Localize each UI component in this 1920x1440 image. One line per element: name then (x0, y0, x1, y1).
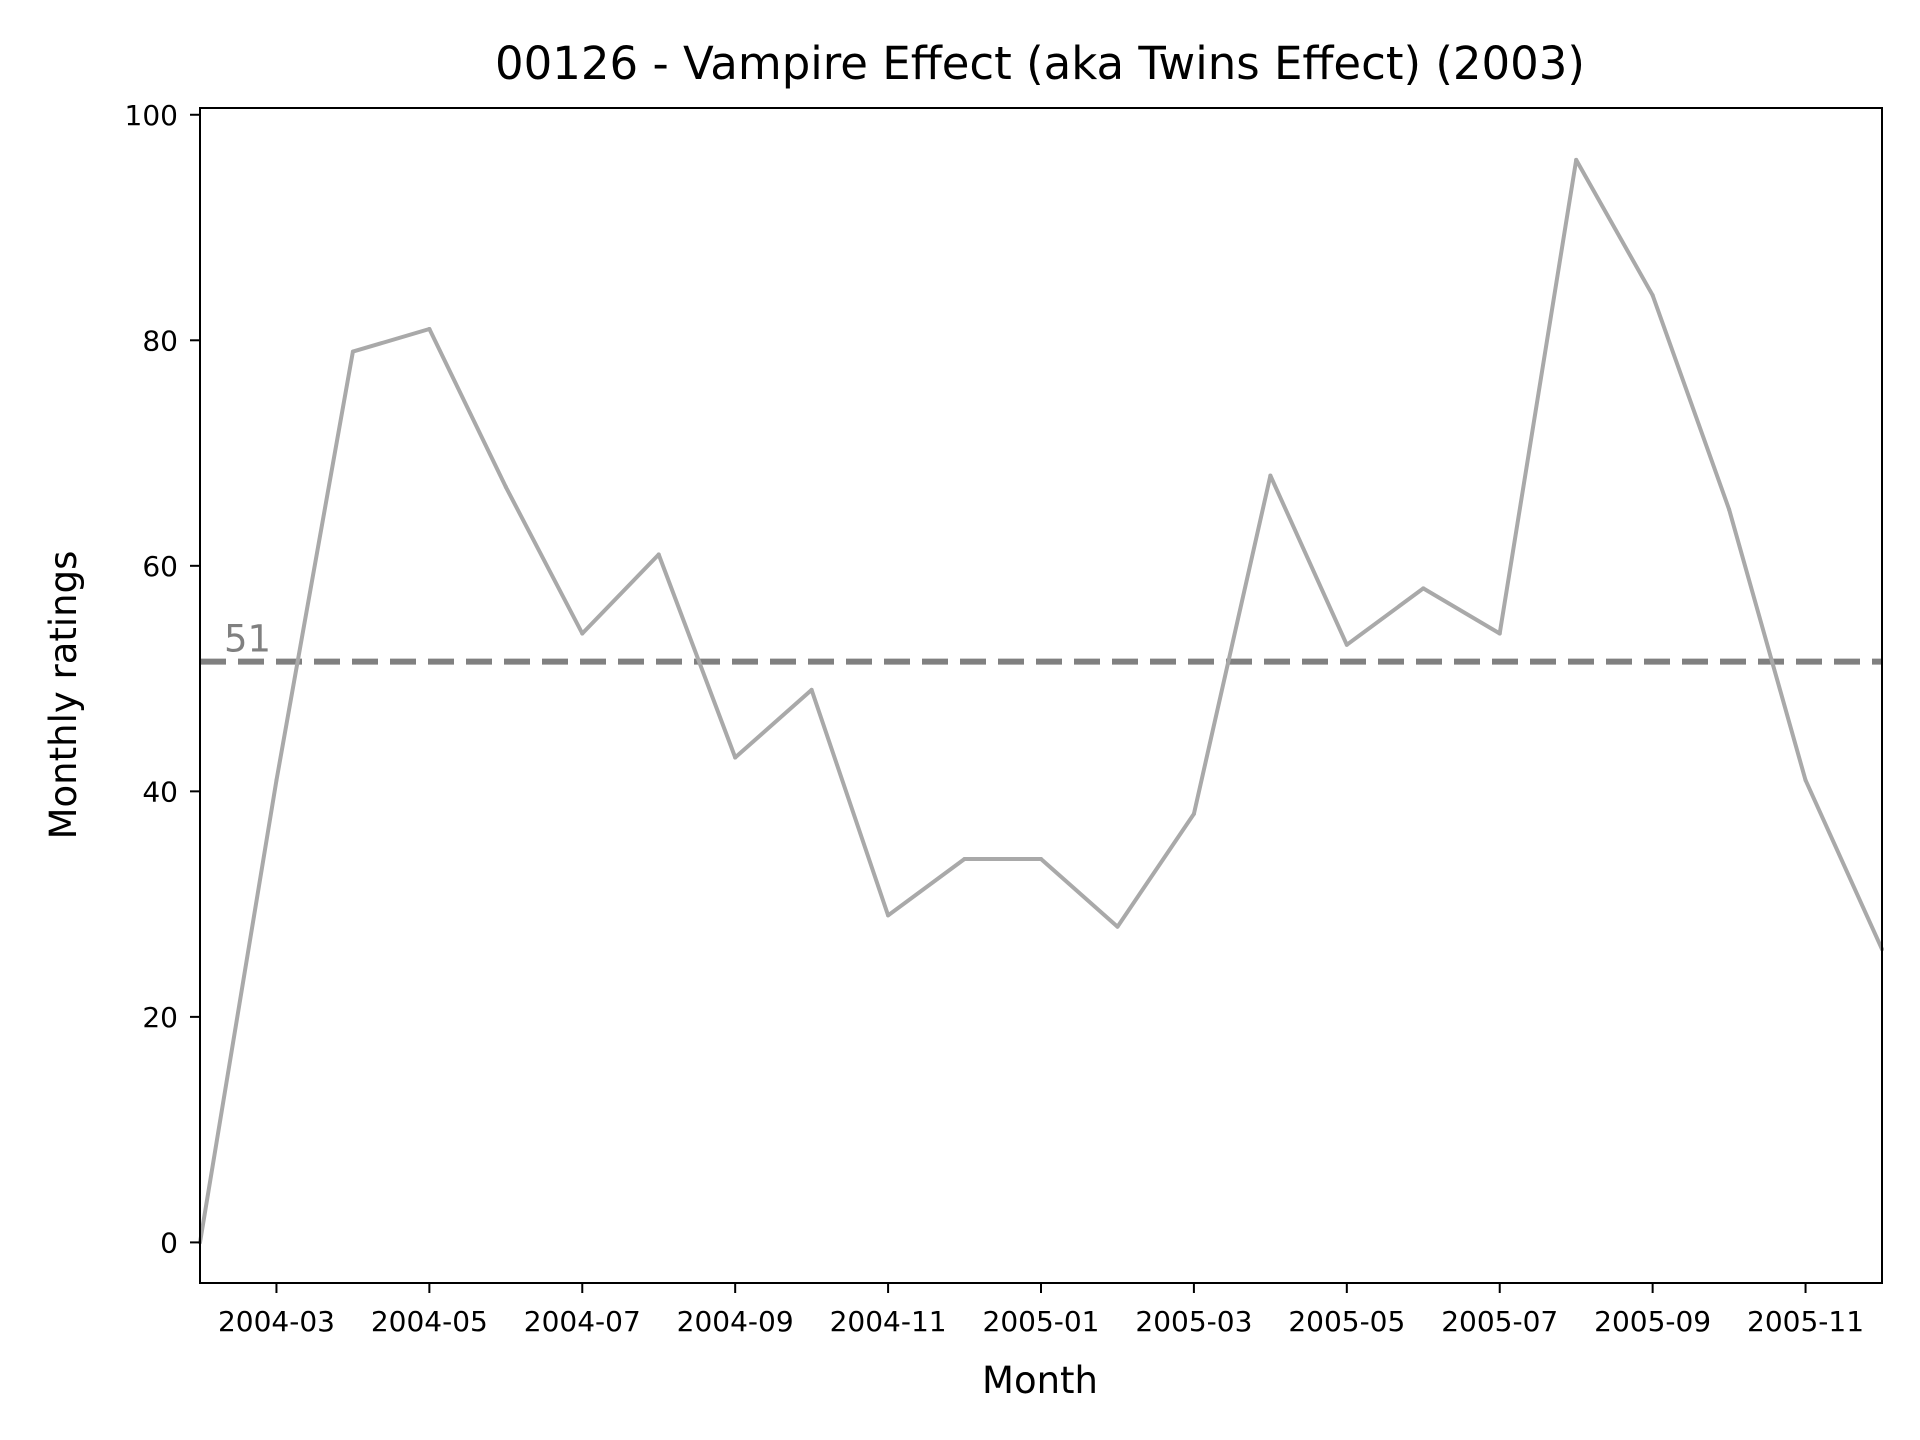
data-point (580, 631, 584, 635)
data-point (1345, 643, 1349, 647)
data-point (504, 485, 508, 489)
data-point (733, 756, 737, 760)
data-point (1804, 778, 1808, 782)
data-point (427, 327, 431, 331)
x-tick-label: 2005-09 (1594, 1305, 1711, 1338)
x-tick-label: 2005-05 (1288, 1305, 1405, 1338)
y-tick-label: 40 (142, 775, 178, 808)
data-point (1421, 586, 1425, 590)
average-label: 51 (224, 618, 271, 661)
data-point (810, 688, 814, 692)
y-tick-label: 20 (142, 1001, 178, 1034)
x-tick-label: 2005-07 (1441, 1305, 1558, 1338)
y-axis-label: Monthly ratings (42, 551, 85, 840)
x-tick-label: 2005-03 (1135, 1305, 1252, 1338)
x-tick-label: 2004-09 (677, 1305, 794, 1338)
data-point (1574, 158, 1578, 162)
chart-title: 00126 - Vampire Effect (aka Twins Effect… (495, 37, 1585, 90)
x-tick-label: 2004-11 (830, 1305, 947, 1338)
data-point (274, 778, 278, 782)
data-point (1115, 925, 1119, 929)
y-tick-label: 60 (142, 550, 178, 583)
y-tick-label: 80 (142, 324, 178, 357)
x-tick-label: 2004-05 (371, 1305, 488, 1338)
x-tick-label: 2004-07 (524, 1305, 641, 1338)
data-point (1498, 631, 1502, 635)
data-point (1651, 293, 1655, 297)
x-tick-label: 2005-01 (983, 1305, 1100, 1338)
data-point (1039, 857, 1043, 861)
data-point (657, 553, 661, 557)
data-point (1727, 507, 1731, 511)
y-tick-label: 0 (160, 1226, 178, 1259)
data-point (1192, 812, 1196, 816)
data-point (963, 857, 967, 861)
x-tick-label: 2004-03 (218, 1305, 335, 1338)
data-point (351, 350, 355, 354)
data-point (1268, 474, 1272, 478)
x-axis-label: Month (982, 1359, 1098, 1402)
y-tick-label: 100 (125, 99, 178, 132)
data-point (886, 913, 890, 917)
x-tick-label: 2005-11 (1747, 1305, 1864, 1338)
